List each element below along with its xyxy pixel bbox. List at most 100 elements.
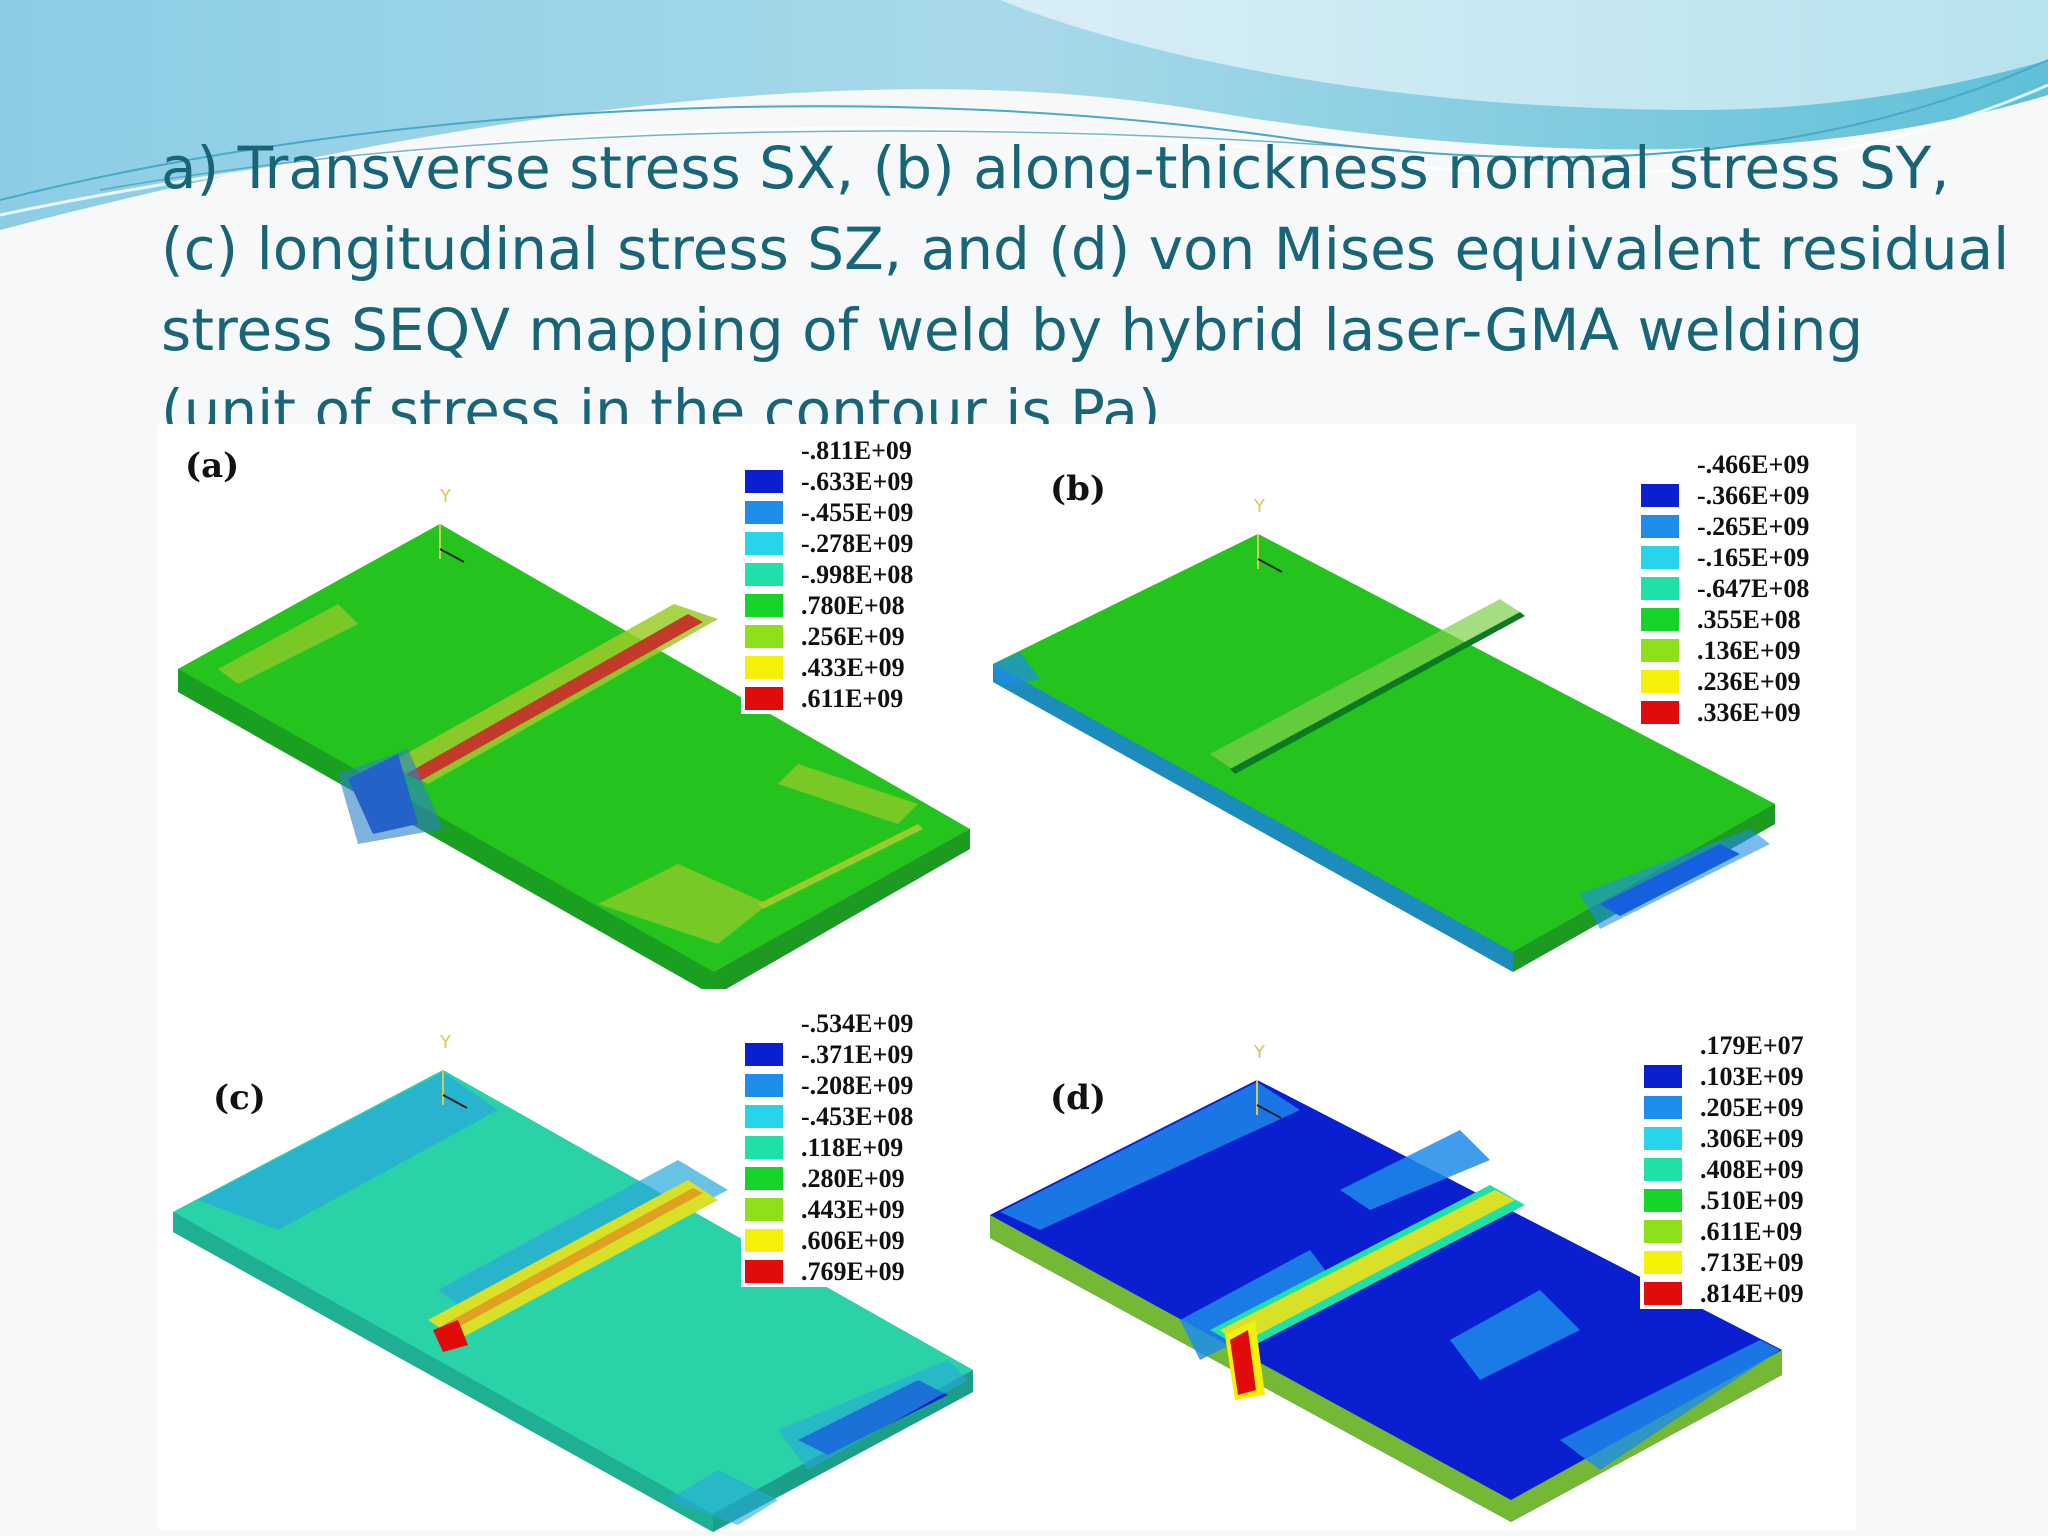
legend-value: -.165E+09 <box>1697 543 1810 572</box>
legend-row: .118E+09 <box>741 1132 973 1163</box>
panel-c-legend: -.534E+09 -.371E+09 -.208E+09 -.453E+08 … <box>741 1008 973 1287</box>
legend-swatch <box>1641 639 1679 662</box>
legend-value: .814E+09 <box>1700 1279 1804 1308</box>
legend-row: -.455E+09 <box>741 497 966 528</box>
legend-swatch <box>745 1198 783 1221</box>
legend-swatch <box>745 1074 783 1097</box>
legend-row: .769E+09 <box>741 1256 973 1287</box>
legend-value: .179E+07 <box>1700 1031 1804 1060</box>
legend-swatch <box>745 501 783 524</box>
panel-a-axis-y-label: Y <box>440 486 451 507</box>
legend-row: .443E+09 <box>741 1194 973 1225</box>
legend-row: .606E+09 <box>741 1225 973 1256</box>
legend-row: .136E+09 <box>1637 635 1837 666</box>
legend-value: .769E+09 <box>801 1257 905 1286</box>
legend-swatch <box>745 563 783 586</box>
legend-row: -.208E+09 <box>741 1070 973 1101</box>
legend-row: .780E+08 <box>741 590 966 621</box>
legend-row: .510E+09 <box>1640 1185 1840 1216</box>
legend-row: -.633E+09 <box>741 466 966 497</box>
legend-swatch <box>1641 670 1679 693</box>
legend-row: -.453E+08 <box>741 1101 973 1132</box>
legend-row: .611E+09 <box>1640 1216 1840 1247</box>
legend-row: -.998E+08 <box>741 559 966 590</box>
legend-value: .611E+09 <box>1700 1217 1803 1246</box>
legend-swatch <box>1641 577 1679 600</box>
legend-value: .336E+09 <box>1697 698 1801 727</box>
panel-b: (b) Y -.466E+09 -.366E+09 -.265E+09 -.16… <box>980 424 1850 989</box>
legend-swatch <box>745 1260 783 1283</box>
legend-value: -.466E+09 <box>1697 450 1810 479</box>
panel-a-contour-plot <box>178 524 970 989</box>
panel-d-legend: .179E+07 .103E+09 .205E+09 .306E+09 .408… <box>1640 1030 1840 1309</box>
panel-c-contour-plot <box>173 1070 973 1532</box>
legend-swatch <box>745 687 783 710</box>
legend-swatch <box>1644 1096 1682 1119</box>
legend-value: -.647E+08 <box>1697 574 1810 603</box>
legend-swatch <box>1641 608 1679 631</box>
legend-value: -.633E+09 <box>801 467 914 496</box>
legend-row: -.366E+09 <box>1637 480 1837 511</box>
legend-value: -.208E+09 <box>801 1071 914 1100</box>
legend-value: .713E+09 <box>1700 1248 1804 1277</box>
panel-a-legend: -.811E+09 -.633E+09 -.455E+09 -.278E+09 … <box>741 435 966 714</box>
panel-a-label: (a) <box>185 446 240 486</box>
legend-row: .408E+09 <box>1640 1154 1840 1185</box>
slide-title: a) Transverse stress SX, (b) along-thick… <box>161 134 2010 445</box>
legend-row: -.647E+08 <box>1637 573 1837 604</box>
legend-swatch <box>1644 1220 1682 1243</box>
legend-value: -.366E+09 <box>1697 481 1810 510</box>
legend-swatch <box>1644 1065 1682 1088</box>
legend-swatch <box>1644 1158 1682 1181</box>
legend-swatch <box>1641 484 1679 507</box>
legend-value: -.998E+08 <box>801 560 914 589</box>
legend-swatch <box>745 625 783 648</box>
legend-value: .256E+09 <box>801 622 905 651</box>
legend-swatch <box>745 532 783 555</box>
legend-value: .611E+09 <box>801 684 904 713</box>
legend-row: .355E+08 <box>1637 604 1837 635</box>
legend-value: -.265E+09 <box>1697 512 1810 541</box>
panel-d-axis-y-label: Y <box>1254 1042 1265 1063</box>
legend-row: -.165E+09 <box>1637 542 1837 573</box>
legend-value: .606E+09 <box>801 1226 905 1255</box>
legend-value: .280E+09 <box>801 1164 905 1193</box>
legend-value: -.811E+09 <box>801 436 912 465</box>
legend-value: .510E+09 <box>1700 1186 1804 1215</box>
legend-swatch <box>1641 546 1679 569</box>
legend-swatch <box>745 1105 783 1128</box>
legend-value: .236E+09 <box>1697 667 1801 696</box>
legend-row: .433E+09 <box>741 652 966 683</box>
legend-value: .355E+08 <box>1697 605 1801 634</box>
panel-a: (a) Y -.811E+09 -.633E+09 -.455E+09 -.27… <box>158 424 1008 989</box>
legend-value: .780E+08 <box>801 591 905 620</box>
legend-swatch <box>1644 1189 1682 1212</box>
legend-value: .306E+09 <box>1700 1124 1804 1153</box>
panel-d-contour-plot <box>990 1080 1782 1522</box>
legend-row: -.371E+09 <box>741 1039 973 1070</box>
legend-swatch <box>1644 1251 1682 1274</box>
legend-swatch <box>745 470 783 493</box>
legend-value: -.534E+09 <box>801 1009 914 1038</box>
panel-b-contour-plot <box>993 534 1775 972</box>
panel-c-label: (c) <box>213 1078 266 1118</box>
legend-row: .306E+09 <box>1640 1123 1840 1154</box>
legend-value: .205E+09 <box>1700 1093 1804 1122</box>
panel-c: (c) Y -.534E+09 -.371E+09 -.208E+09 -.45… <box>158 1000 1008 1535</box>
legend-value: -.278E+09 <box>801 529 914 558</box>
legend-swatch <box>1641 515 1679 538</box>
legend-swatch <box>745 656 783 679</box>
panel-b-label: (b) <box>1050 469 1106 509</box>
legend-row: -.265E+09 <box>1637 511 1837 542</box>
legend-value: -.455E+09 <box>801 498 914 527</box>
legend-row: .256E+09 <box>741 621 966 652</box>
legend-swatch <box>1641 701 1679 724</box>
legend-row: -.278E+09 <box>741 528 966 559</box>
legend-swatch <box>1644 1127 1682 1150</box>
legend-swatch <box>745 594 783 617</box>
legend-value: .118E+09 <box>801 1133 904 1162</box>
legend-swatch <box>1644 1282 1682 1305</box>
legend-value: .433E+09 <box>801 653 905 682</box>
panel-b-legend: -.466E+09 -.366E+09 -.265E+09 -.165E+09 … <box>1637 449 1837 728</box>
legend-swatch <box>745 1043 783 1066</box>
